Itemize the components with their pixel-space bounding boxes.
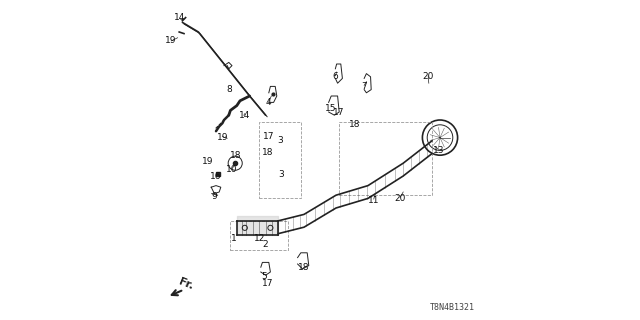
Text: T8N4B1321: T8N4B1321 [430,303,475,312]
Text: 9: 9 [212,192,217,201]
Text: 20: 20 [394,194,406,203]
Text: 18: 18 [230,151,242,160]
Text: Fr.: Fr. [178,277,195,292]
Text: 19: 19 [202,157,213,166]
Text: 10: 10 [227,165,237,174]
Text: 6: 6 [333,72,338,81]
Text: 13: 13 [433,146,445,155]
Text: 3: 3 [279,170,284,179]
Text: 17: 17 [333,108,345,117]
Text: 11: 11 [368,196,380,204]
Text: 18: 18 [262,148,274,157]
Text: 5: 5 [261,272,267,281]
Text: 3: 3 [277,136,283,145]
Text: 8: 8 [226,85,232,94]
Text: 19: 19 [217,133,228,142]
Text: 4: 4 [266,98,271,107]
Text: 12: 12 [253,234,265,243]
Text: 17: 17 [263,132,275,140]
Text: 1: 1 [231,234,236,243]
Text: 14: 14 [239,111,250,120]
Text: 16: 16 [211,172,221,180]
Text: 15: 15 [326,104,337,113]
Text: 14: 14 [174,13,186,22]
Text: 18: 18 [349,120,360,129]
Text: 19: 19 [166,36,177,44]
Text: 2: 2 [263,240,268,249]
Text: 20: 20 [422,72,434,81]
Text: 17: 17 [262,279,274,288]
Text: 7: 7 [362,82,367,91]
Text: 18: 18 [298,263,309,272]
